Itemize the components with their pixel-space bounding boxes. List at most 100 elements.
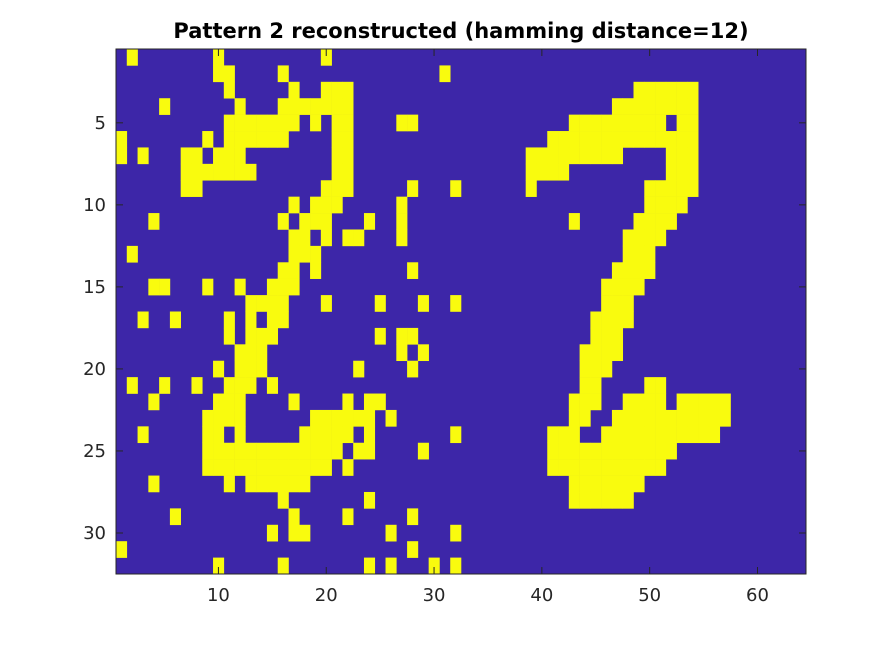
- heatmap-cell: [266, 114, 279, 132]
- heatmap-cell: [579, 377, 591, 394]
- heatmap-cell: [342, 81, 354, 99]
- heatmap-cell: [169, 508, 181, 526]
- heatmap-cell: [299, 245, 311, 263]
- heatmap-cell: [644, 114, 656, 132]
- heatmap-cell: [396, 114, 408, 132]
- heatmap-cell: [568, 147, 580, 165]
- heatmap-cell: [234, 426, 246, 444]
- heatmap-cell: [202, 163, 214, 181]
- heatmap-cell: [266, 311, 279, 329]
- heatmap-cell: [223, 459, 235, 476]
- y-tick-label: 15: [83, 277, 106, 298]
- heatmap-cell: [611, 491, 624, 509]
- heatmap-cell: [644, 81, 656, 99]
- heatmap-cell: [202, 409, 214, 427]
- heatmap-cell: [708, 409, 721, 427]
- heatmap-cell: [288, 278, 300, 296]
- heatmap-cell: [331, 131, 343, 148]
- heatmap-cell: [611, 131, 624, 148]
- heatmap-cell: [331, 114, 343, 132]
- heatmap-cell: [245, 475, 257, 493]
- heatmap-cell: [622, 262, 634, 279]
- heatmap-cell: [299, 229, 311, 247]
- heatmap-cell: [223, 393, 235, 411]
- heatmap-cell: [407, 508, 419, 526]
- heatmap-cell: [137, 147, 149, 165]
- heatmap-cell: [310, 245, 322, 263]
- heatmap-cell: [622, 114, 634, 132]
- heatmap-cell: [547, 147, 559, 165]
- heatmap-cell: [547, 459, 559, 476]
- heatmap-cell: [266, 524, 279, 542]
- heatmap-cell: [644, 426, 656, 444]
- heatmap-cell: [256, 114, 268, 132]
- heatmap-cell: [633, 98, 645, 115]
- heatmap-cell: [417, 295, 429, 312]
- heatmap-cell: [719, 409, 731, 427]
- heatmap-cell: [633, 426, 645, 444]
- x-tick-label: 50: [638, 585, 661, 606]
- heatmap-cell: [655, 114, 667, 132]
- heatmap-cell: [116, 541, 128, 558]
- heatmap-cell: [191, 377, 203, 394]
- heatmap-cell: [320, 180, 332, 197]
- heatmap-cell: [191, 147, 203, 165]
- heatmap-cell: [655, 409, 667, 427]
- heatmap-cell: [363, 557, 376, 575]
- heatmap-cell: [310, 196, 322, 214]
- heatmap-cell: [633, 459, 645, 476]
- heatmap-cell: [644, 180, 656, 197]
- heatmap-cell: [277, 475, 289, 493]
- heatmap-cell: [655, 426, 667, 444]
- heatmap-cell: [558, 459, 570, 476]
- heatmap-cell: [342, 229, 354, 247]
- heatmap-cell: [644, 377, 656, 394]
- heatmap-cell: [234, 344, 246, 362]
- heatmap-cell: [256, 131, 268, 148]
- heatmap-cell: [708, 426, 721, 444]
- heatmap-cell: [363, 442, 376, 460]
- heatmap-cell: [396, 213, 408, 230]
- heatmap-cell: [407, 180, 419, 197]
- heatmap-cell: [687, 393, 699, 411]
- heatmap-cell: [245, 442, 257, 460]
- heatmap-cell: [633, 245, 645, 263]
- heatmap-cell: [213, 393, 225, 411]
- heatmap-cell: [611, 426, 624, 444]
- heatmap-cell: [234, 98, 246, 115]
- heatmap-cell: [266, 475, 279, 493]
- heatmap-cell: [676, 98, 688, 115]
- heatmap-cell: [665, 147, 677, 165]
- heatmap-cell: [288, 393, 300, 411]
- chart-title: Pattern 2 reconstructed (hamming distanc…: [173, 19, 748, 43]
- heatmap-cell: [223, 65, 235, 83]
- heatmap-cell: [342, 131, 354, 148]
- heatmap-cell: [676, 409, 688, 427]
- heatmap-cell: [687, 180, 699, 197]
- heatmap-cell: [622, 98, 634, 115]
- heatmap-cell: [299, 475, 311, 493]
- heatmap-cell: [687, 426, 699, 444]
- heatmap-cell: [385, 557, 397, 575]
- heatmap-cell: [644, 262, 656, 279]
- heatmap-cell: [601, 475, 613, 493]
- heatmap-cell: [622, 409, 634, 427]
- heatmap-cell: [665, 426, 677, 444]
- heatmap-cell: [601, 426, 613, 444]
- heatmap-cell: [633, 262, 645, 279]
- heatmap-cell: [396, 229, 408, 247]
- heatmap-cell: [310, 114, 322, 132]
- heatmap-cell: [385, 524, 397, 542]
- heatmap-cell: [353, 229, 365, 247]
- heatmap-cell: [407, 327, 419, 345]
- heatmap-cell: [288, 442, 300, 460]
- heatmap-cell: [288, 81, 300, 99]
- heatmap-cell: [223, 377, 235, 394]
- heatmap-cell: [320, 409, 332, 427]
- heatmap-cell: [407, 541, 419, 558]
- heatmap-cell: [644, 131, 656, 148]
- heatmap-cell: [687, 163, 699, 181]
- heatmap-cell: [547, 163, 559, 181]
- heatmap-cell: [536, 163, 548, 181]
